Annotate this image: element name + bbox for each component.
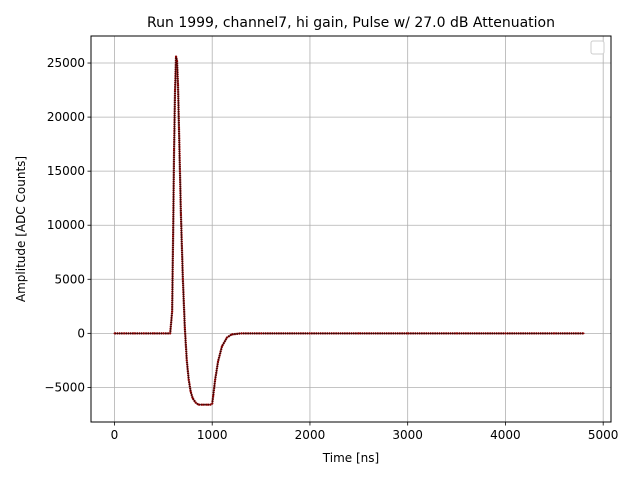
- data-point: [209, 403, 212, 406]
- data-point: [123, 332, 126, 335]
- data-point: [455, 332, 458, 335]
- data-point: [406, 332, 409, 335]
- data-point: [174, 89, 176, 91]
- data-point: [180, 213, 182, 216]
- data-point: [191, 397, 194, 400]
- data-point: [177, 83, 179, 86]
- data-point: [187, 378, 190, 381]
- y-ticks: −5000 0 5000 10000 15000 20000 25000: [44, 56, 91, 394]
- data-point: [260, 332, 262, 335]
- data-point: [504, 332, 507, 335]
- chart-title: Run 1999, channel7, hi gain, Pulse w/ 27…: [147, 15, 555, 31]
- data-point: [309, 332, 311, 335]
- data-point: [181, 278, 184, 281]
- data-point: [553, 332, 556, 335]
- x-tick-label: 4000: [490, 428, 521, 442]
- x-tick-label: 3000: [392, 428, 423, 442]
- y-tick-label: 25000: [47, 56, 85, 70]
- data-point: [179, 170, 181, 173]
- data-point: [169, 332, 172, 335]
- data-point: [172, 235, 175, 237]
- x-tick-label: 2000: [295, 428, 326, 442]
- x-tick-label: 0: [111, 428, 119, 442]
- data-point: [142, 332, 145, 335]
- y-tick-label: 5000: [54, 272, 85, 286]
- data-point: [225, 336, 228, 339]
- data-point: [240, 332, 243, 335]
- data-point: [113, 332, 116, 335]
- x-axis-label: Time [ns]: [322, 451, 379, 465]
- y-tick-label: 20000: [47, 110, 85, 124]
- grid: [91, 36, 611, 422]
- data-point: [183, 327, 186, 329]
- y-tick-label: 15000: [47, 164, 85, 178]
- data-point: [171, 310, 174, 313]
- x-ticks: 0 1000 2000 3000 4000 5000: [111, 422, 619, 442]
- legend-box: [590, 40, 605, 55]
- data-point: [197, 403, 200, 406]
- data-point: [185, 359, 188, 362]
- x-tick-label: 1000: [197, 428, 228, 442]
- x-tick-label: 5000: [588, 428, 619, 442]
- data-point: [173, 148, 175, 151]
- data-point: [175, 55, 177, 58]
- data-point: [217, 360, 219, 363]
- series-line-core: [114, 56, 584, 406]
- data-point: [211, 402, 214, 405]
- data-point: [230, 333, 233, 336]
- y-tick-label: −5000: [44, 380, 85, 394]
- legend: [590, 40, 605, 55]
- data-point: [162, 332, 165, 335]
- data-point: [201, 403, 204, 406]
- data-point: [582, 332, 585, 335]
- data-point: [152, 332, 155, 335]
- y-axis-label: Amplitude [ADC Counts]: [14, 156, 28, 302]
- data-point: [133, 332, 135, 335]
- series-layer: [113, 55, 585, 406]
- data-point: [214, 378, 217, 381]
- data-point: [189, 390, 192, 393]
- plot-frame: [90, 35, 612, 423]
- data-point: [178, 127, 180, 129]
- data-point: [212, 395, 215, 397]
- data-point: [206, 403, 209, 406]
- data-point: [176, 59, 178, 62]
- data-point: [357, 332, 360, 335]
- y-tick-label: 0: [77, 326, 85, 340]
- data-point: [221, 345, 223, 348]
- y-tick-label: 10000: [47, 218, 85, 232]
- data-point: [194, 401, 197, 404]
